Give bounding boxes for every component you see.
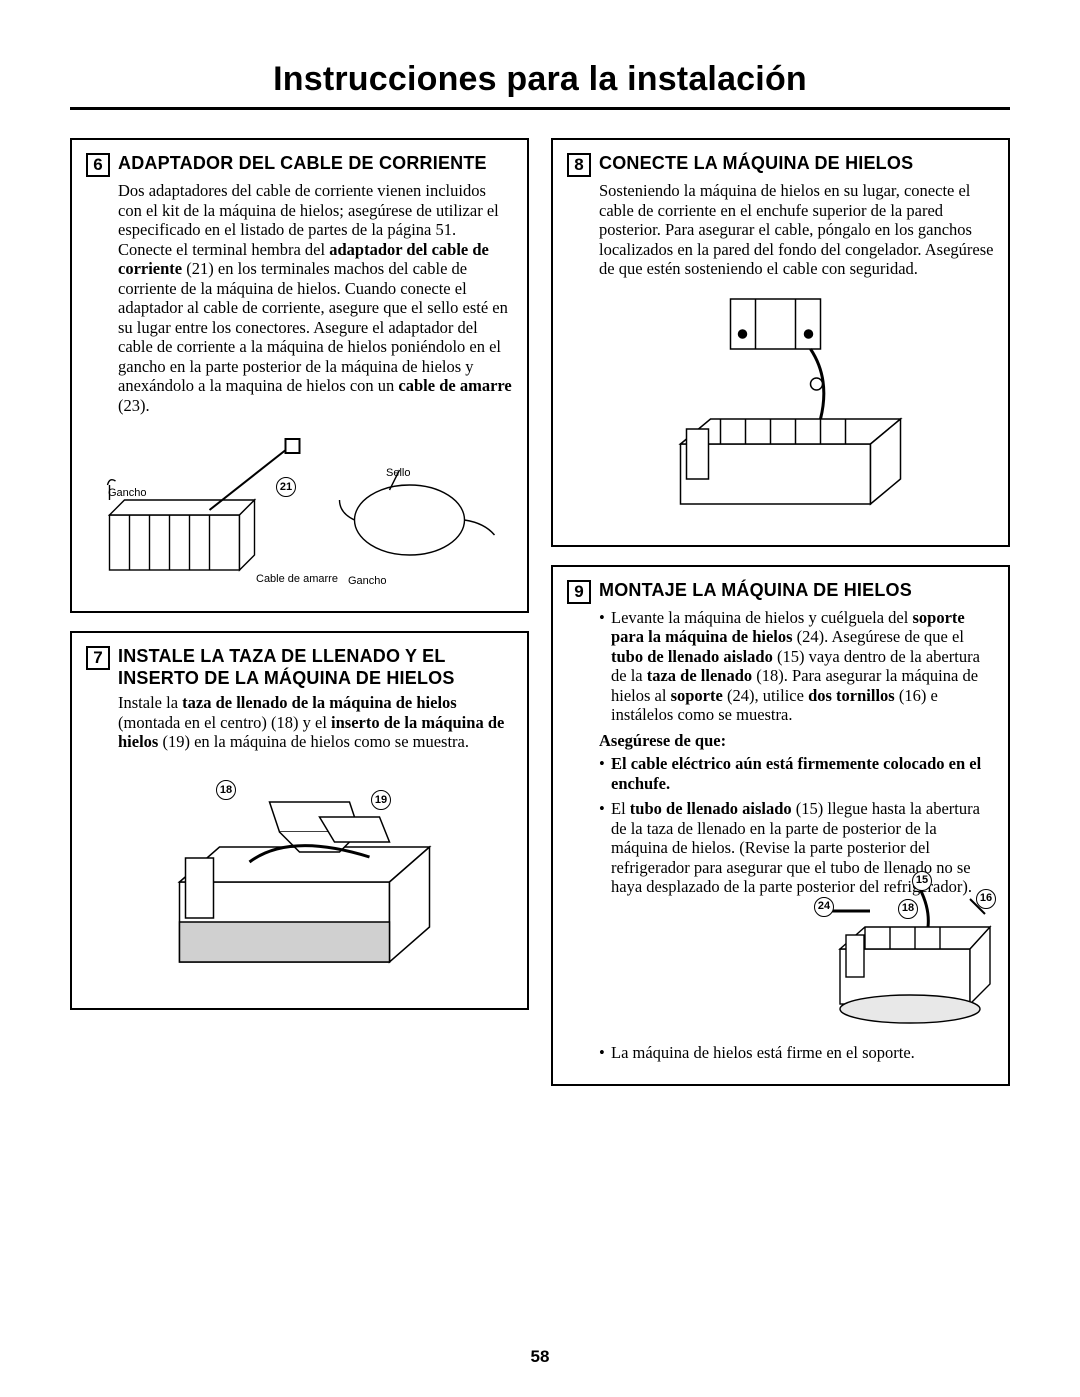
- page-title: Instrucciones para la instalación: [70, 60, 1010, 107]
- left-column: 6 ADAPTADOR DEL CABLE DE CORRIENTE Dos a…: [70, 138, 529, 1086]
- step-7-num: 7: [86, 646, 110, 670]
- step-9: 9 MONTAJE LA MÁQUINA DE HIELOS Levante l…: [551, 565, 1010, 1087]
- step-7-figure: 18 19: [86, 762, 513, 992]
- label-gancho-1: Gancho: [108, 487, 147, 499]
- step-9-num: 9: [567, 580, 591, 604]
- step-7-text: Instale la taza de llenado de la máquina…: [118, 693, 513, 752]
- step-8-title: CONECTE LA MÁQUINA DE HIELOS: [599, 152, 913, 174]
- circ-21: 21: [276, 477, 296, 497]
- step-6: 6 ADAPTADOR DEL CABLE DE CORRIENTE Dos a…: [70, 138, 529, 613]
- circ-16: 16: [976, 889, 996, 909]
- step-6-head: 6 ADAPTADOR DEL CABLE DE CORRIENTE: [86, 152, 513, 177]
- step-6-title: ADAPTADOR DEL CABLE DE CORRIENTE: [118, 152, 487, 174]
- step-8: 8 CONECTE LA MÁQUINA DE HIELOS Sostenien…: [551, 138, 1010, 547]
- title-rule: [70, 107, 1010, 110]
- step-7: 7 INSTALE LA TAZA DE LLENADO Y EL INSERT…: [70, 631, 529, 1010]
- step-7-title: INSTALE LA TAZA DE LLENADO Y EL INSERTO …: [118, 645, 513, 689]
- step-6-text: Dos adaptadores del cable de corriente v…: [118, 181, 513, 415]
- page-number: 58: [0, 1347, 1080, 1367]
- step-9-head: 9 MONTAJE LA MÁQUINA DE HIELOS: [567, 579, 994, 604]
- circ-15: 15: [912, 871, 932, 891]
- step-6-body: Dos adaptadores del cable de corriente v…: [86, 181, 513, 415]
- step-9-b4: La máquina de hielos está firme en el so…: [599, 1043, 994, 1063]
- step-6-figure: ​ Gancho 21 Sello Cable de amarre Gancho: [86, 425, 513, 595]
- label-cable-amarre: Cable de amarre: [256, 573, 338, 585]
- circ-24: 24: [814, 897, 834, 917]
- step-7-body: Instale la taza de llenado de la máquina…: [86, 693, 513, 752]
- step-6-num: 6: [86, 153, 110, 177]
- step-9-b1: Levante la máquina de hielos y cuélguela…: [599, 608, 994, 725]
- step-9-b3: El tubo de llenado aislado (15) llegue h…: [599, 799, 994, 897]
- step-9-asegurese: Asegúrese de que:: [599, 731, 726, 750]
- step-8-num: 8: [567, 153, 591, 177]
- circ-19: 19: [371, 790, 391, 810]
- step-8-body: Sosteniendo la máquina de hielos en su l…: [567, 181, 994, 279]
- columns: 6 ADAPTADOR DEL CABLE DE CORRIENTE Dos a…: [70, 138, 1010, 1086]
- right-column: 8 CONECTE LA MÁQUINA DE HIELOS Sostenien…: [551, 138, 1010, 1086]
- step-8-figure: [567, 289, 994, 529]
- step-9-title: MONTAJE LA MÁQUINA DE HIELOS: [599, 579, 912, 601]
- step-9-body: Levante la máquina de hielos y cuélguela…: [567, 608, 994, 1063]
- circ-18b: 18: [898, 899, 918, 919]
- step-8-text: Sosteniendo la máquina de hielos en su l…: [599, 181, 994, 279]
- label-sello: Sello: [386, 467, 410, 479]
- step-7-head: 7 INSTALE LA TAZA DE LLENADO Y EL INSERT…: [86, 645, 513, 689]
- step-9-b2: El cable eléctrico aún está firmemente c…: [599, 754, 994, 793]
- circ-18: 18: [216, 780, 236, 800]
- label-gancho-2: Gancho: [348, 575, 387, 587]
- step-8-head: 8 CONECTE LA MÁQUINA DE HIELOS: [567, 152, 994, 177]
